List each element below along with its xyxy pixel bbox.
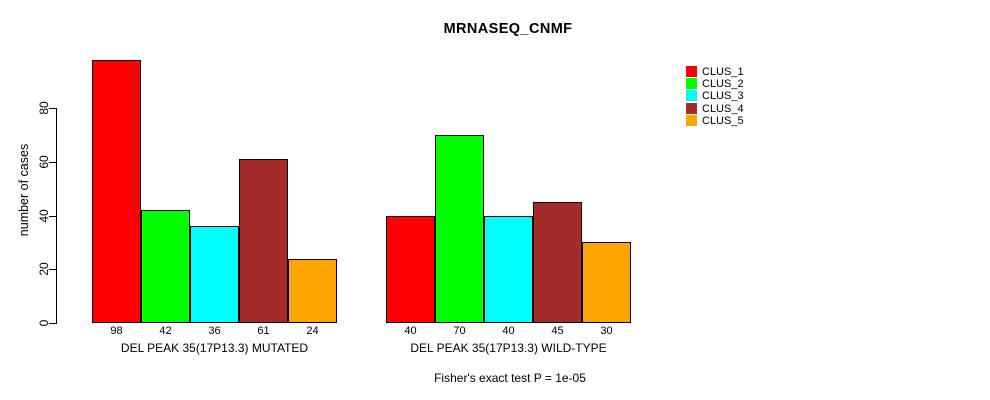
bar-clus_3-group1: [190, 226, 239, 323]
legend-label: CLUS_5: [702, 115, 744, 127]
bar-value-label: 40: [404, 325, 417, 337]
bar-clus_5-group2: [582, 242, 631, 323]
bar-clus_5-group1: [288, 259, 337, 323]
y-tick-label: 40: [37, 209, 51, 223]
bar-value-label: 70: [453, 325, 466, 337]
bar-clus_4-group2: [533, 202, 582, 323]
legend-label: CLUS_1: [702, 66, 744, 78]
bar-clus_4-group1: [239, 159, 288, 323]
footnote: Fisher's exact test P = 1e-05: [434, 371, 586, 385]
y-tick-label: 60: [37, 155, 51, 169]
bar-clus_1-group2: [386, 216, 435, 323]
y-tick: [49, 269, 56, 270]
legend-swatch-clus_3: [686, 90, 697, 101]
legend-label: CLUS_4: [702, 103, 744, 115]
bar-clus_2-group1: [141, 210, 190, 323]
y-tick: [49, 323, 56, 324]
bar-value-label: 61: [257, 325, 270, 337]
bar-clus_2-group2: [435, 135, 484, 323]
legend-swatch-clus_5: [686, 115, 697, 126]
chart-title: MRNASEQ_CNMF: [443, 21, 573, 37]
legend-swatch-clus_4: [686, 103, 697, 114]
bar-value-label: 45: [551, 325, 564, 337]
bar-value-label: 24: [306, 325, 319, 337]
bar-value-label: 42: [159, 325, 172, 337]
bar-value-label: 36: [208, 325, 221, 337]
bar-value-label: 40: [502, 325, 515, 337]
legend-swatch-clus_1: [686, 66, 697, 77]
y-tick-label: 80: [37, 101, 51, 115]
group-label: DEL PEAK 35(17P13.3) MUTATED: [120, 341, 309, 355]
y-tick-label: 0: [37, 319, 51, 327]
y-axis-line: [56, 108, 57, 324]
y-tick: [49, 162, 56, 163]
group-label: DEL PEAK 35(17P13.3) WILD-TYPE: [410, 341, 607, 355]
bar-value-label: 30: [600, 325, 613, 337]
y-tick: [49, 108, 56, 109]
legend-label: CLUS_3: [702, 90, 744, 102]
legend-label: CLUS_2: [702, 78, 744, 90]
bar-clus_3-group2: [484, 216, 533, 323]
legend-swatch-clus_2: [686, 78, 697, 89]
bar-value-label: 98: [110, 325, 123, 337]
bar-clus_1-group1: [92, 60, 141, 323]
y-tick-label: 20: [37, 262, 51, 276]
y-axis-label: number of cases: [17, 143, 31, 237]
y-tick: [49, 216, 56, 217]
